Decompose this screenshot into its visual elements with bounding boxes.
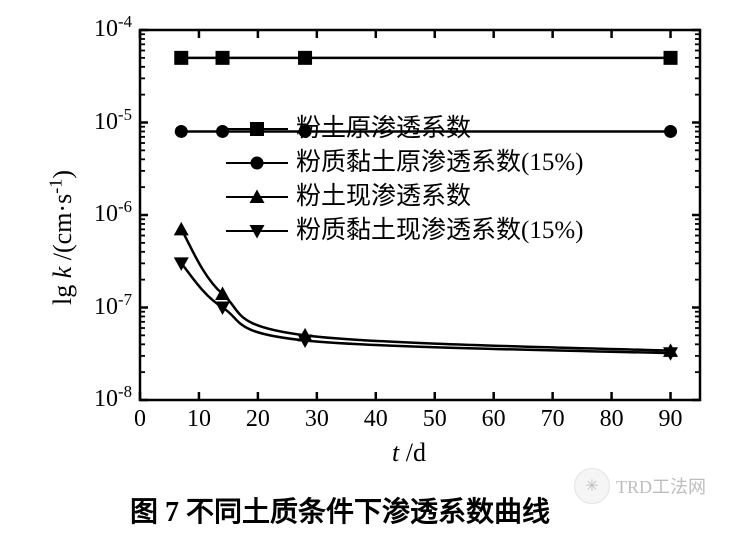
- legend-label: 粉质黏土原渗透系数(15%): [296, 146, 583, 180]
- legend-item: 粉土原渗透系数: [226, 112, 583, 146]
- y-tick-label: 10-7: [94, 294, 132, 321]
- y-tick-label: 10-8: [94, 386, 132, 413]
- legend-item: 粉质黏土现渗透系数(15%): [226, 214, 583, 248]
- x-tick-label: 30: [302, 406, 332, 433]
- x-tick-label: 40: [361, 406, 391, 433]
- x-tick-label: 70: [538, 406, 568, 433]
- x-tick-label: 80: [597, 406, 627, 433]
- legend-label: 粉质黏土现渗透系数(15%): [296, 214, 583, 248]
- chart-figure: lg k /(cm·s-1) t /d 粉土原渗透系数粉质黏土原渗透系数(15%…: [0, 0, 736, 534]
- x-tick-label: 50: [420, 406, 450, 433]
- x-axis-label: t /d: [392, 438, 426, 468]
- y-axis-label: lg k /(cm·s-1): [48, 170, 78, 305]
- figure-caption: 图 7 不同土质条件下渗透系数曲线: [130, 490, 550, 530]
- y-tick-label: 10-4: [94, 16, 132, 43]
- legend-marker: [226, 214, 288, 248]
- legend-marker: [226, 112, 288, 146]
- x-tick-label: 60: [479, 406, 509, 433]
- legend-item: 粉土现渗透系数: [226, 180, 583, 214]
- x-tick-label: 10: [184, 406, 214, 433]
- legend-label: 粉土现渗透系数: [296, 180, 471, 214]
- watermark-icon: ✳: [574, 468, 610, 504]
- legend-item: 粉质黏土原渗透系数(15%): [226, 146, 583, 180]
- y-tick-label: 10-6: [94, 201, 132, 228]
- y-tick-label: 10-5: [94, 109, 132, 136]
- watermark-text: TRD工法网: [616, 473, 706, 499]
- watermark: ✳ TRD工法网: [574, 468, 706, 504]
- chart-svg: [0, 0, 736, 534]
- legend: 粉土原渗透系数粉质黏土原渗透系数(15%)粉土现渗透系数粉质黏土现渗透系数(15…: [226, 112, 583, 248]
- legend-marker: [226, 180, 288, 214]
- legend-label: 粉土原渗透系数: [296, 112, 471, 146]
- x-tick-label: 20: [243, 406, 273, 433]
- legend-marker: [226, 146, 288, 180]
- x-tick-label: 90: [656, 406, 686, 433]
